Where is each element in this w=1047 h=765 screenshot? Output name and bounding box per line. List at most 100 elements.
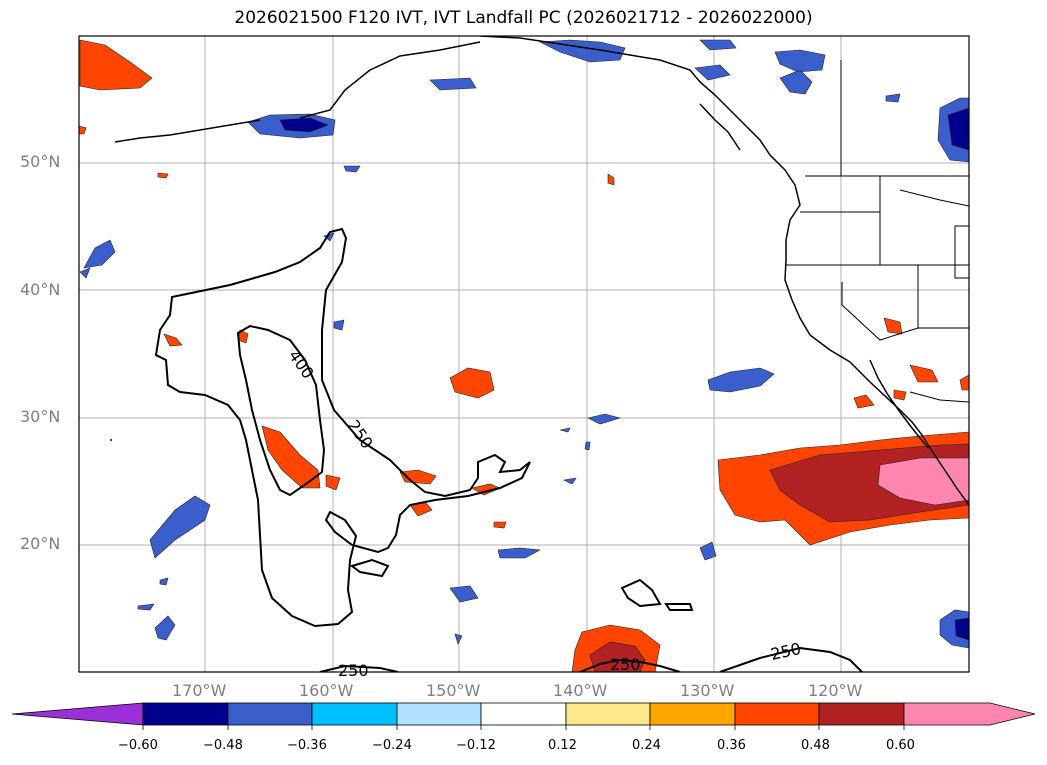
colorbar-segment: [649, 702, 736, 726]
colorbar-segment: [311, 702, 398, 726]
pc-patch: [449, 585, 479, 603]
pc-patch: [947, 107, 969, 151]
pc-patch: [707, 367, 775, 393]
colorbar-tick-label: −0.48: [203, 738, 243, 753]
map-title: 2026021500 F120 IVT, IVT Landfall PC (20…: [234, 8, 813, 28]
pc-patch: [893, 389, 907, 401]
positive-pc-patches: [79, 39, 969, 672]
colorbar-segment: [227, 702, 313, 726]
pc-patch: [954, 617, 969, 641]
colorbar-segment: [565, 702, 651, 726]
ivt-contour-250: [664, 603, 694, 611]
pc-patch: [589, 641, 646, 672]
lon-label: 150°W: [426, 681, 481, 700]
contour-label: 250: [610, 655, 641, 674]
pc-patch: [83, 239, 116, 269]
colorbar-segment: [734, 702, 820, 726]
colorbar-tick-label: −0.12: [456, 738, 496, 753]
pc-patch: [699, 541, 717, 561]
lat-label: 20°N: [20, 534, 61, 553]
border: [954, 225, 969, 279]
pc-patch: [79, 267, 91, 279]
lat-label: 30°N: [20, 407, 61, 426]
plot-area: [79, 36, 969, 672]
colorbar-segment: [480, 702, 567, 726]
colorbar-tick-label: 0.36: [717, 738, 746, 753]
pc-patch: [333, 319, 345, 331]
pc-patch: [959, 374, 969, 391]
pc-patch: [493, 521, 507, 529]
pc-patch: [429, 77, 477, 91]
contour-label: 250: [338, 661, 369, 680]
pc-patch: [877, 457, 969, 506]
borders: [786, 60, 969, 403]
ivt-contour-250: [349, 558, 390, 578]
ivt-contour-250: [579, 658, 681, 672]
colorbar-segment: [142, 702, 229, 726]
lon-label: 170°W: [172, 681, 227, 700]
border: [899, 189, 969, 207]
colorbar: [11, 702, 1036, 730]
pc-patch: [774, 49, 826, 73]
coastline: [114, 119, 261, 143]
lon-label: 120°W: [808, 681, 863, 700]
negative-pc-patches: [79, 39, 969, 649]
ivt-contour-250: [620, 578, 662, 608]
colorbar-tick-label: 0.48: [801, 738, 830, 753]
pc-patch: [699, 39, 737, 51]
pc-patch: [154, 615, 176, 641]
pc-patch: [909, 364, 939, 383]
pc-patch: [261, 425, 321, 489]
colorbar-tick-label: 0.24: [632, 738, 661, 753]
pc-patch: [137, 603, 155, 611]
pc-patch: [454, 633, 463, 645]
coastline: [479, 36, 969, 506]
pc-patch: [79, 125, 87, 135]
lon-label: 160°W: [299, 681, 354, 700]
coastlines: [110, 36, 969, 506]
ivt-contour-250: [719, 646, 863, 672]
pc-patch: [159, 577, 169, 586]
pc-patch: [399, 469, 437, 485]
lat-label: 50°N: [20, 152, 61, 171]
coastline: [869, 359, 929, 449]
pc-patch: [587, 413, 622, 425]
map-frame: [78, 35, 970, 673]
coastline: [299, 41, 481, 119]
border: [909, 391, 969, 403]
ivt-contour-250: [154, 227, 531, 628]
pc-patch: [325, 474, 341, 491]
pc-patch: [885, 93, 901, 103]
pc-patch: [449, 367, 495, 399]
lon-label: 130°W: [680, 681, 735, 700]
pc-patch: [607, 173, 615, 186]
lon-label: 140°W: [553, 681, 608, 700]
colorbar-ticks: [142, 725, 905, 730]
pc-patch: [563, 477, 577, 485]
colorbar-tick-label: 0.60: [886, 738, 915, 753]
pc-patch: [343, 165, 361, 173]
ivt-contours: [154, 227, 863, 672]
coastline: [699, 103, 741, 151]
pc-patch: [584, 441, 591, 451]
colorbar-extend-low: [11, 702, 144, 726]
colorbar-tick-label: 0.12: [548, 738, 577, 753]
pc-patch: [149, 495, 211, 559]
pc-patch: [883, 317, 903, 335]
colorbar-tick-label: −0.36: [287, 738, 327, 753]
pc-patch: [279, 117, 329, 133]
lat-label: 40°N: [20, 280, 61, 299]
pc-patch: [853, 394, 875, 409]
pc-patch: [163, 333, 183, 347]
ivt-contour-250: [319, 664, 399, 672]
colorbar-segment: [396, 702, 482, 726]
pc-patch: [694, 64, 731, 81]
pc-patch: [79, 39, 153, 91]
pc-patch: [157, 172, 169, 179]
colorbar-extend-high: [903, 702, 1036, 726]
pc-patch: [497, 547, 542, 559]
colorbar-tick-label: −0.60: [118, 738, 158, 753]
pc-patch: [779, 69, 813, 95]
colorbar-segment: [818, 702, 905, 726]
